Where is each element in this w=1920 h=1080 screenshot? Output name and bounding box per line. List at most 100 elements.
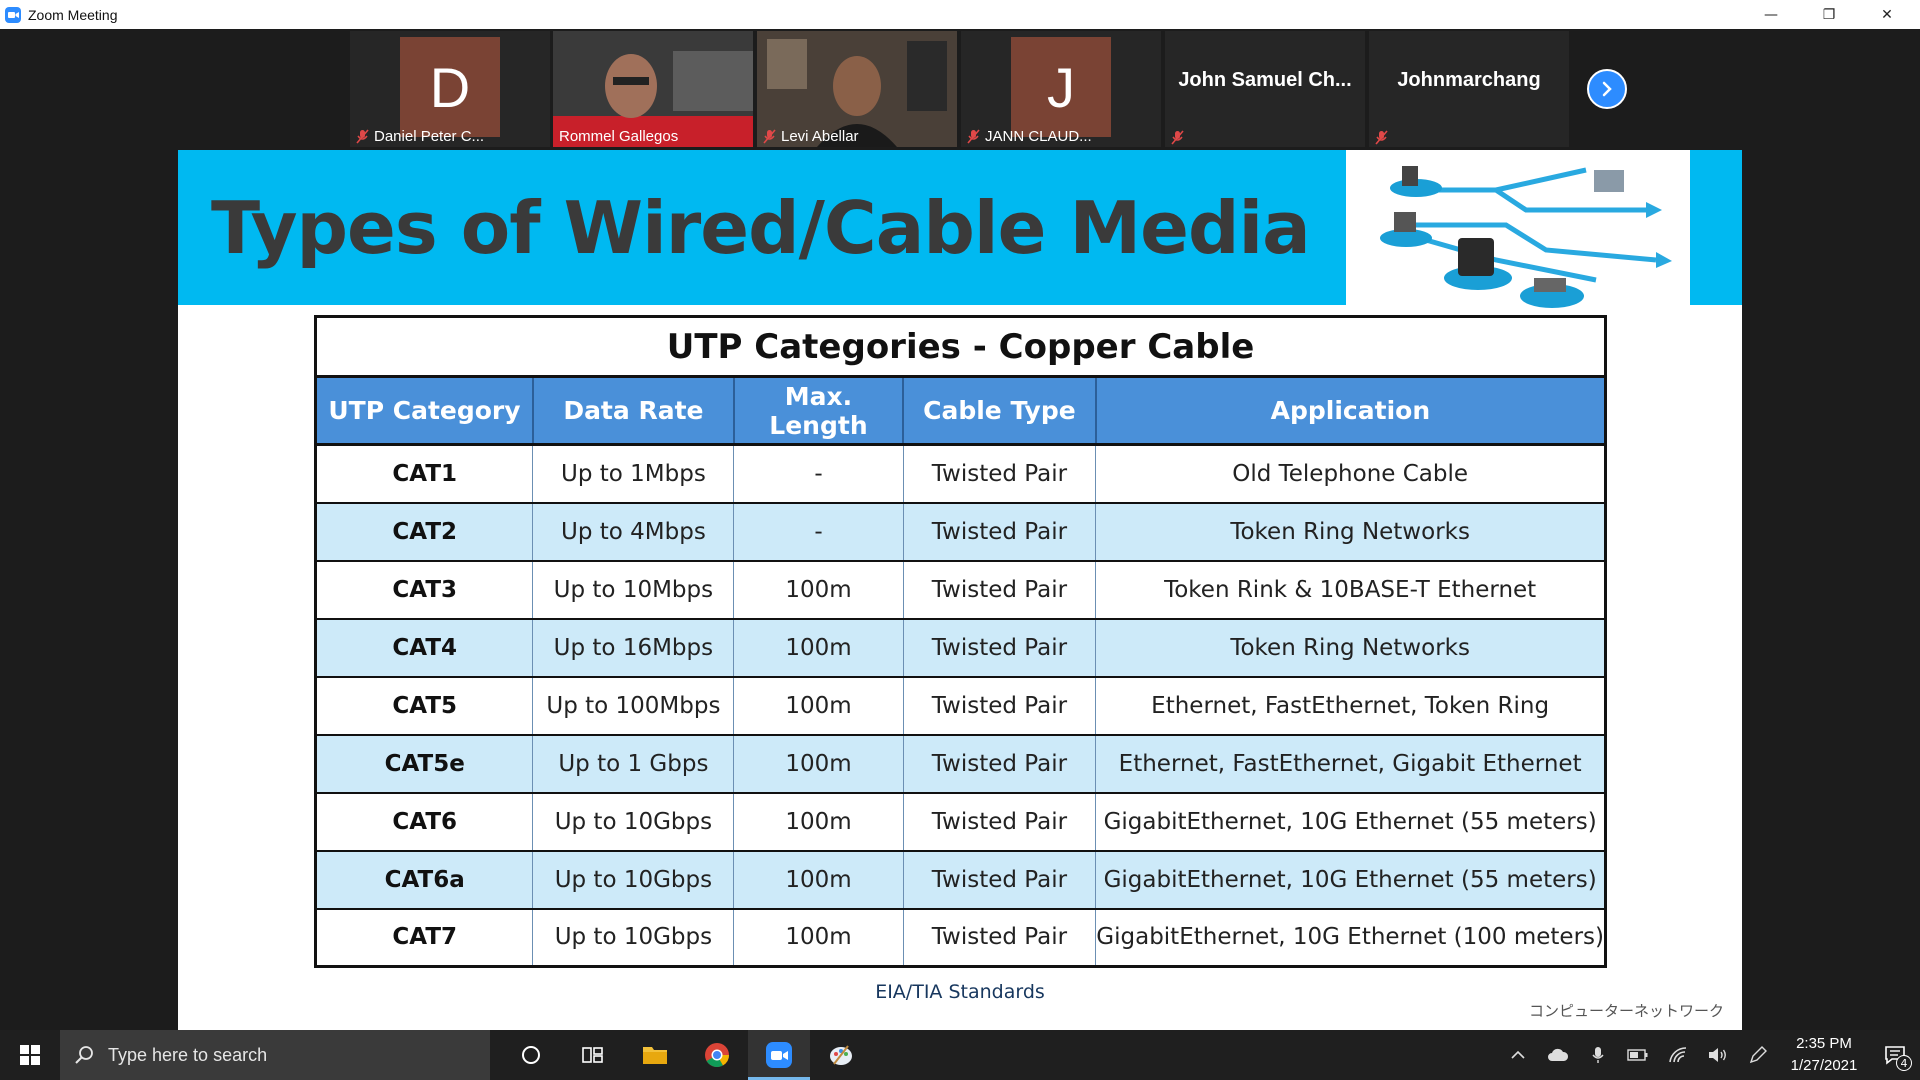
table-cell: GigabitEthernet, 10G Ethernet (55 meters… <box>1095 792 1606 852</box>
cloud-icon <box>1548 1048 1569 1061</box>
table-cell: 100m <box>733 792 904 852</box>
volume-button[interactable] <box>1698 1030 1738 1080</box>
onedrive-button[interactable] <box>1538 1030 1578 1080</box>
table-cell: Up to 1 Gbps <box>532 734 735 794</box>
avatar: D <box>400 37 500 137</box>
window-titlebar: Zoom Meeting — ❐ ✕ <box>0 0 1920 29</box>
participant-gallery: D Daniel Peter C... Rommel Gallegos <box>0 29 1920 149</box>
table-cell: Twisted Pair <box>903 850 1097 910</box>
participant-name-label: Daniel Peter C... <box>356 128 484 145</box>
clock-time: 2:35 PM <box>1796 1035 1852 1052</box>
file-explorer-icon <box>643 1047 667 1064</box>
table-row: CAT6 Up to 10Gbps 100m Twisted Pair Giga… <box>315 792 1606 852</box>
network-button[interactable] <box>1658 1030 1698 1080</box>
table-cell: Up to 16Mbps <box>532 618 735 678</box>
mic-muted-icon <box>967 129 980 144</box>
table-row: CAT6a Up to 10Gbps 100m Twisted Pair Gig… <box>315 850 1606 910</box>
network-diagram-image <box>1346 150 1690 320</box>
mic-muted-icon <box>1171 130 1184 145</box>
participant-name-label: Levi Abellar <box>763 128 859 145</box>
table-cell: CAT5 <box>315 676 534 736</box>
table-row: CAT7 Up to 10Gbps 100m Twisted Pair Giga… <box>315 908 1606 968</box>
table-cell: Old Telephone Cable <box>1095 444 1606 504</box>
table-cell: CAT2 <box>315 502 534 562</box>
participant-name-label <box>1171 130 1184 145</box>
table-cell: Twisted Pair <box>903 502 1097 562</box>
table-cell: Twisted Pair <box>903 676 1097 736</box>
table-cell: Ethernet, FastEthernet, Token Ring <box>1095 676 1606 736</box>
microphone-icon <box>1592 1047 1604 1063</box>
table-cell: - <box>733 444 904 504</box>
taskbar-search-box[interactable]: Type here to search <box>60 1030 490 1080</box>
table-cell: Up to 100Mbps <box>532 676 735 736</box>
table-cell: - <box>733 502 904 562</box>
table-cell: Twisted Pair <box>903 560 1097 620</box>
paint-button[interactable] <box>810 1030 872 1080</box>
mic-muted-icon <box>1375 130 1388 145</box>
action-center-button[interactable]: 4 <box>1870 1030 1920 1080</box>
chrome-button[interactable] <box>686 1030 748 1080</box>
participant-tile[interactable]: D Daniel Peter C... <box>350 31 550 147</box>
participant-tile[interactable]: Levi Abellar <box>757 31 957 147</box>
minimize-button[interactable]: — <box>1764 6 1778 23</box>
mic-muted-icon <box>356 129 369 144</box>
table-row: CAT4 Up to 16Mbps 100m Twisted Pair Toke… <box>315 618 1606 678</box>
table-row: CAT5e Up to 1 Gbps 100m Twisted Pair Eth… <box>315 734 1606 794</box>
notification-icon <box>1885 1046 1905 1065</box>
windows-logo-icon <box>20 1045 40 1065</box>
table-header-row: UTP Category Data Rate Max. Length Cable… <box>315 376 1606 446</box>
pen-workspace-button[interactable] <box>1738 1030 1778 1080</box>
speaker-icon <box>1709 1048 1726 1062</box>
utp-table: UTP Categories - Copper Cable UTP Catego… <box>314 315 1607 968</box>
participant-tile-active-speaker[interactable]: Rommel Gallegos <box>553 31 753 147</box>
table-row: CAT2 Up to 4Mbps - Twisted Pair Token Ri… <box>315 502 1606 562</box>
zoom-taskbar-button[interactable] <box>748 1030 810 1080</box>
participant-tile[interactable]: Johnmarchang <box>1369 31 1569 147</box>
table-cell: Token Ring Networks <box>1095 502 1606 562</box>
participant-video <box>757 31 957 147</box>
column-header: Application <box>1095 376 1606 446</box>
taskbar-clock[interactable]: 2:35 PM 1/27/2021 <box>1778 1033 1870 1077</box>
restore-button[interactable]: ❐ <box>1822 6 1836 23</box>
column-header: Max. Length <box>733 376 905 446</box>
task-view-icon <box>582 1047 603 1063</box>
table-cell: 100m <box>733 560 904 620</box>
table-cell: Up to 4Mbps <box>532 502 735 562</box>
avatar: J <box>1011 37 1111 137</box>
task-view-button[interactable] <box>562 1030 624 1080</box>
table-cell: Token Ring Networks <box>1095 618 1606 678</box>
chrome-icon <box>705 1043 729 1068</box>
table-row: CAT5 Up to 100Mbps 100m Twisted Pair Eth… <box>315 676 1606 736</box>
battery-button[interactable] <box>1618 1030 1658 1080</box>
table-cell: Twisted Pair <box>903 618 1097 678</box>
show-hidden-icons-button[interactable] <box>1498 1030 1538 1080</box>
clock-date: 1/27/2021 <box>1790 1057 1858 1074</box>
file-explorer-button[interactable] <box>624 1030 686 1080</box>
table-cell: 100m <box>733 676 904 736</box>
column-header: UTP Category <box>315 376 534 446</box>
participant-name-label <box>1375 130 1388 145</box>
microphone-tray-button[interactable] <box>1578 1030 1618 1080</box>
participant-tile[interactable]: J JANN CLAUD... <box>961 31 1161 147</box>
cortana-icon <box>522 1046 540 1064</box>
participant-name-large: Johnmarchang <box>1397 69 1541 91</box>
table-cell: Twisted Pair <box>903 908 1097 968</box>
slide-title: Types of Wired/Cable Media <box>211 186 1311 270</box>
column-header: Cable Type <box>903 376 1097 446</box>
gallery-next-button[interactable] <box>1587 69 1627 109</box>
table-cell: Up to 10Mbps <box>532 560 735 620</box>
system-tray: 2:35 PM 1/27/2021 4 <box>1498 1030 1920 1080</box>
search-placeholder: Type here to search <box>108 1044 268 1065</box>
notification-count-badge: 4 <box>1896 1055 1912 1071</box>
start-button[interactable] <box>0 1030 60 1080</box>
chevron-up-icon <box>1511 1050 1525 1059</box>
participant-name-label: Rommel Gallegos <box>559 128 679 145</box>
table-cell: Twisted Pair <box>903 734 1097 794</box>
participant-tile[interactable]: John Samuel Ch... <box>1165 31 1365 147</box>
zoom-app-icon <box>5 6 21 23</box>
cortana-button[interactable] <box>500 1030 562 1080</box>
battery-icon <box>1627 1049 1648 1061</box>
table-caption: UTP Categories - Copper Cable <box>315 316 1606 378</box>
shared-slide: Types of Wired/Cable Media UTP Categorie… <box>178 150 1742 1030</box>
close-button[interactable]: ✕ <box>1881 6 1893 23</box>
